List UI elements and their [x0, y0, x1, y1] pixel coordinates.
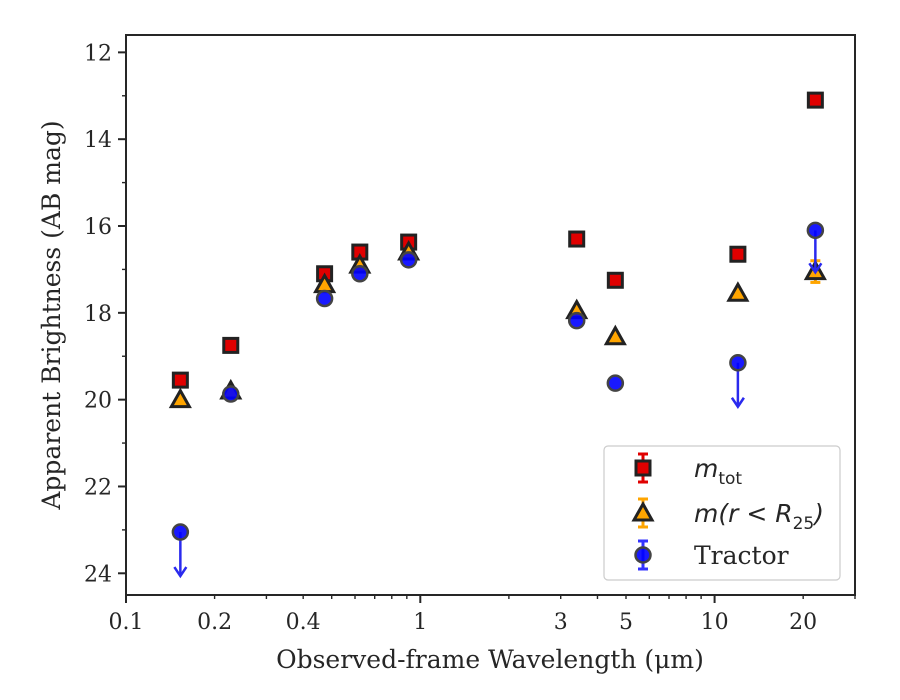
legend-label: mtot — [694, 454, 742, 489]
legend-label: m(r < R25) — [694, 499, 824, 534]
legend-label: Tractor — [694, 541, 789, 570]
data-point — [806, 221, 825, 240]
limit-arrow-head — [173, 566, 188, 579]
x-tick-label: 10 — [701, 610, 729, 635]
series-square — [171, 91, 824, 389]
x-tick-label: 0.4 — [286, 610, 321, 635]
y-tick-label: 14 — [84, 128, 112, 153]
x-tick-label: 1 — [413, 610, 427, 635]
x-tick-label: 0.1 — [109, 610, 144, 635]
y-tick-label: 12 — [84, 41, 112, 66]
x-tick-label: 5 — [619, 610, 633, 635]
x-tick-label: 3 — [554, 610, 568, 635]
data-point — [806, 91, 824, 109]
axis-layer: 12 14 16 18 20 22 24 0.1 0.2 0.4 1 3 5 10 20 — [84, 41, 856, 635]
data-point — [729, 245, 747, 263]
legend-marker — [631, 500, 655, 522]
legend-box — [603, 445, 841, 581]
plot-frame — [125, 34, 856, 596]
x-axis-title: Observed-frame Wavelength (μm) — [276, 645, 704, 674]
data-point — [606, 374, 625, 392]
y-axis-title: Apparent Brightness (AB mag) — [37, 120, 66, 510]
series-circle — [171, 221, 825, 579]
series-triangle — [168, 239, 827, 409]
data-point — [222, 385, 240, 403]
data-point — [399, 251, 418, 269]
y-tick-label: 22 — [84, 475, 112, 500]
y-tick-label: 18 — [84, 302, 112, 327]
limit-arrow-head — [730, 397, 745, 410]
legend-marker — [634, 546, 652, 564]
y-tick-label: 20 — [84, 389, 112, 414]
data-point — [729, 354, 747, 372]
data-point — [567, 311, 586, 330]
y-tick-label: 24 — [84, 562, 112, 587]
limit-arrow-head — [808, 262, 823, 275]
legend: mtot m(r < R25) Tractor — [603, 445, 841, 581]
data-point — [315, 289, 334, 308]
x-tick-label: 0.2 — [197, 610, 232, 635]
data-point — [168, 387, 192, 409]
data-point — [726, 281, 750, 302]
data-point — [171, 523, 190, 541]
data-point — [222, 336, 240, 354]
y-tick-label: 16 — [84, 215, 112, 240]
legend-marker — [634, 459, 652, 477]
data-point — [351, 265, 369, 283]
x-tick-label: 20 — [789, 610, 817, 635]
plot-layer — [168, 91, 827, 579]
data-point — [606, 271, 624, 289]
data-point — [171, 371, 189, 389]
data-point — [568, 230, 586, 248]
data-point — [603, 324, 627, 346]
